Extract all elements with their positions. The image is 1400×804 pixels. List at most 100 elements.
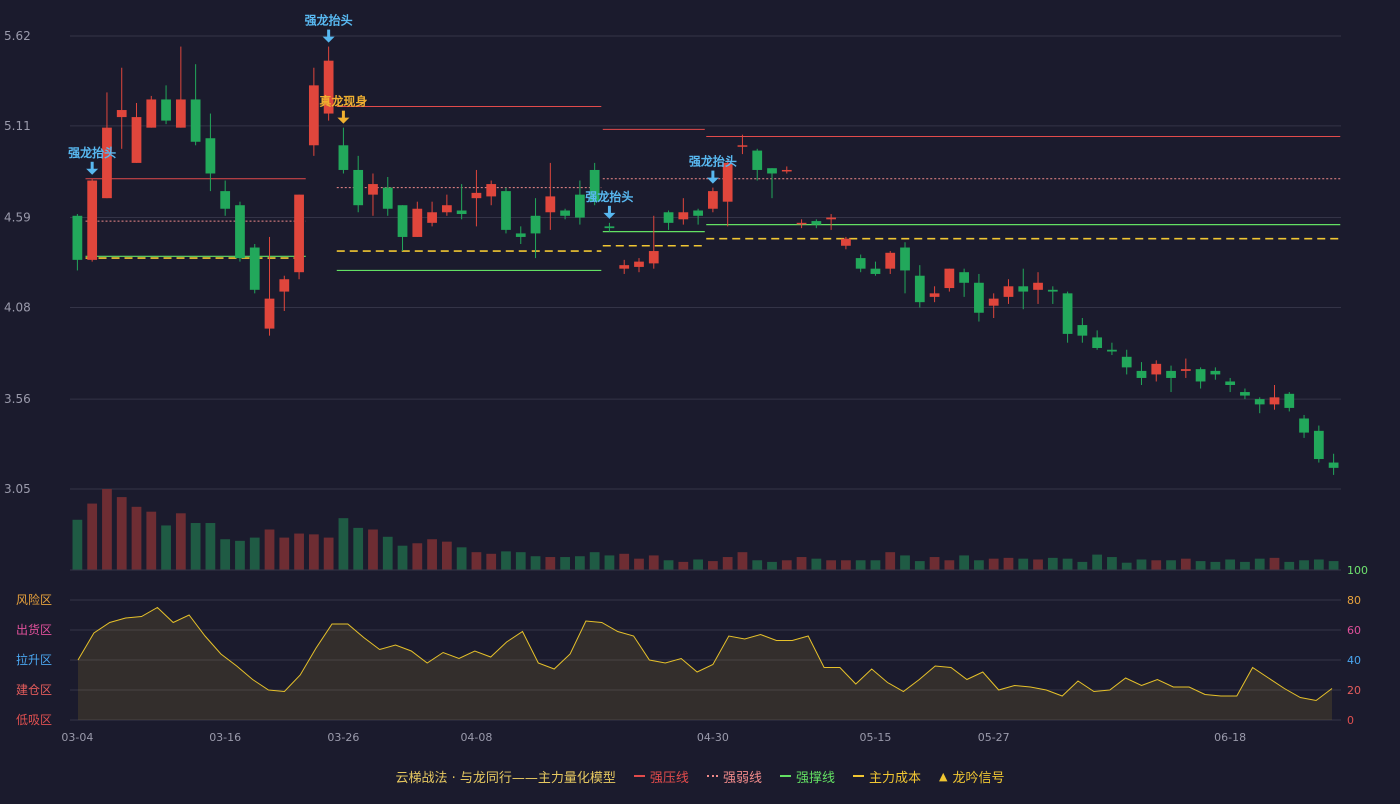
volume-bar [131,506,142,570]
candle-body [811,221,822,225]
candle-body [323,60,334,114]
legend-weak-pressure[interactable]: 强弱线 [706,767,762,786]
candle-body [1166,370,1176,378]
candle-body [752,150,763,170]
candle-body [249,247,260,290]
candle-body [678,212,689,220]
volume-bar [959,555,970,570]
volume-bar [545,557,556,570]
candle-body [72,215,83,260]
candle-body [279,279,290,292]
zone-label: 低吸区 [16,713,52,727]
candle-body [190,99,201,142]
volume-bar [1062,558,1073,570]
x-tick-label: 05-15 [859,731,891,744]
x-tick-label: 03-26 [327,731,359,744]
y-tick-label: 3.56 [4,392,31,406]
volume-bar [1328,561,1339,570]
volume-bar [102,489,112,570]
volume-bar [988,558,999,570]
volume-bar [604,555,615,570]
candle-body [353,169,364,206]
candle-body [116,110,127,118]
weak-pressure-swatch [706,775,718,777]
oscillator-right-tick: 0 [1347,714,1354,727]
candle-body [1284,393,1295,408]
volume-bar [486,553,497,570]
legend-cost[interactable]: 主力成本 [852,767,921,786]
candle-body [1062,293,1073,334]
candle-body [368,184,378,195]
candle-body [338,145,349,170]
candle-body [456,210,467,215]
signal-label: 强龙抬头 [689,154,737,169]
candle-body [959,272,970,283]
candle-body [382,187,393,209]
volume-bar [146,511,157,570]
x-tick-label: 04-30 [697,731,729,744]
legend-support[interactable]: 强撑线 [779,767,835,786]
candle-body [663,212,674,223]
signal-arrow-icon [337,117,350,124]
volume-bar [1136,559,1147,570]
volume-bar [72,519,83,570]
volume-bar [1047,557,1058,570]
candle-body [575,194,585,218]
volume-bar [161,525,171,570]
candle-body [220,191,231,209]
volume-bar [708,561,718,570]
x-tick-label: 06-18 [1214,731,1246,744]
volume-bar [1180,558,1191,570]
legend-support-label: 强撑线 [795,770,835,786]
candle-body [1033,282,1043,290]
candle-body [796,222,807,225]
candle-body [619,265,630,269]
oscillator-right-tick: 40 [1347,654,1361,667]
volume-bar [338,518,349,570]
volume-bar [855,560,866,570]
legend-strong-pressure[interactable]: 强压线 [633,767,689,786]
volume-bar [205,523,216,570]
candle-body [1018,286,1029,292]
candle-body [545,196,556,213]
candle-body [589,169,600,202]
volume-bar [737,552,748,570]
volume-bar [353,527,364,570]
signal-arrow-icon [86,168,99,175]
candle-body [944,268,955,289]
candle-body [1121,356,1132,368]
candle-body [634,261,644,267]
volume-bar [619,553,630,570]
legend-signal[interactable]: ▲ 龙吟信号 [939,767,1004,786]
volume-bar [752,560,763,570]
candle-body [1210,370,1221,375]
zone-label: 风险区 [16,592,52,607]
x-tick-label: 03-04 [61,731,93,744]
volume-bar [648,555,659,570]
volume-bar [1107,557,1117,570]
volume-bar [678,561,689,570]
volume-bar [471,552,482,570]
volume-bar [279,537,290,570]
volume-bar [560,557,570,570]
candle-body [161,99,171,121]
candle-body [885,252,896,269]
candle-body [146,99,157,128]
oscillator-right-tick: 20 [1347,684,1361,697]
volume-bar [1033,559,1043,570]
volume-bar [914,561,925,570]
volume-bar [1210,561,1221,570]
candle-body [974,282,984,313]
candle-body [397,205,408,237]
volume-bar [634,558,644,570]
strong-pressure-swatch [633,775,645,777]
candle-body [988,298,999,306]
candle-body [604,226,615,229]
candle-body [1151,363,1162,375]
volume-bar [456,547,467,570]
x-tick-label: 03-16 [209,731,241,744]
volume-bar [885,552,896,570]
y-tick-label: 4.59 [4,211,31,225]
zone-label: 拉升区 [16,652,52,667]
signal-arrow-icon [322,36,335,43]
